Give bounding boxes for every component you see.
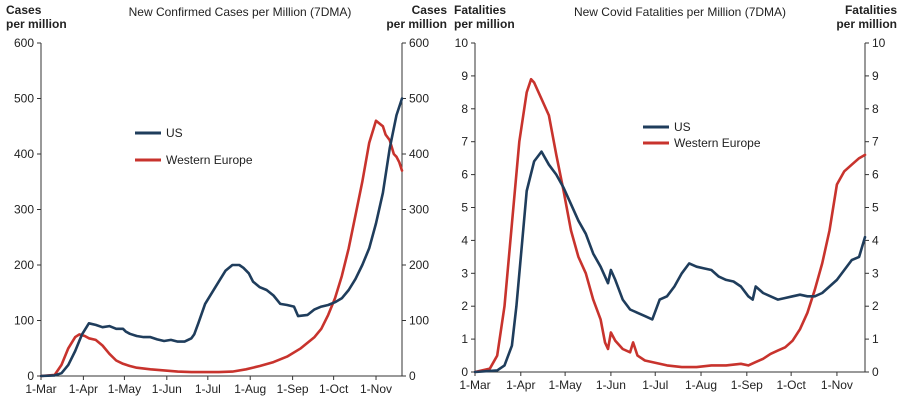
fatalities-legend-we-label: Western Europe xyxy=(674,136,761,150)
cases-right-y-tick-label: 300 xyxy=(409,203,429,217)
fatalities-left-y-tick-label: 0 xyxy=(461,365,468,379)
cases-right-y-tick-label: 400 xyxy=(409,147,429,161)
cases-marks: 0 0 100 100 200 200 300 300 400 400 500 500 600 600 1-… xyxy=(14,36,429,396)
fatalities-left-axis-label-line2: per million xyxy=(454,17,515,31)
fatalities-left-y-tick-label: 1 xyxy=(461,332,468,346)
fatalities-right-axis-label-line1: Fatalities xyxy=(845,3,897,17)
fatalities-x-tick-label: 1-Aug xyxy=(685,378,717,392)
cases-x-tick-label: 1-Jun xyxy=(152,382,182,396)
fatalities-right-y-tick-label: 0 xyxy=(872,365,879,379)
cases-left-axis-label-line2: per million xyxy=(6,17,67,31)
cases-right-axis-label-line1: Cases xyxy=(412,3,448,17)
fatalities-right-axis-label-line2: per million xyxy=(836,17,897,31)
cases-right-y-tick-label: 0 xyxy=(409,369,416,383)
fatalities-legend: US Western Europe xyxy=(643,120,761,150)
cases-left-y-tick-label: 200 xyxy=(14,258,34,272)
fatalities-x-tick-label: 1-Nov xyxy=(821,378,853,392)
fatalities-right-y-tick-label: 8 xyxy=(872,102,879,116)
cases-legend-we-label: Western Europe xyxy=(166,153,253,167)
fatalities-x-tick-label: 1-Sep xyxy=(731,378,763,392)
cases-left-axis-label-line1: Cases xyxy=(6,3,42,17)
fatalities-left-y-tick-label: 9 xyxy=(461,69,468,83)
fatalities-chart-panel: New Covid Fatalities per Million (7DMA) … xyxy=(454,3,897,392)
fatalities-right-y-tick-label: 2 xyxy=(872,299,879,313)
fatalities-right-y-tick-label: 10 xyxy=(872,36,886,50)
fatalities-left-y-tick-label: 7 xyxy=(461,135,468,149)
cases-right-y-tick-label: 200 xyxy=(409,258,429,272)
cases-left-y-tick-label: 100 xyxy=(14,314,34,328)
cases-series-line-us xyxy=(39,97,404,378)
fatalities-right-y-tick-label: 6 xyxy=(872,168,879,182)
cases-chart-title: New Confirmed Cases per Million (7DMA) xyxy=(129,5,352,19)
fatalities-left-y-tick-label: 5 xyxy=(461,201,468,215)
cases-x-tick-label: 1-Mar xyxy=(25,382,56,396)
fatalities-right-y-tick-label: 1 xyxy=(872,332,879,346)
cases-left-y-tick-label: 600 xyxy=(14,36,34,50)
fatalities-chart-title: New Covid Fatalities per Million (7DMA) xyxy=(574,5,786,19)
fatalities-left-y-tick-label: 2 xyxy=(461,299,468,313)
cases-legend-us-label: US xyxy=(166,126,183,140)
cases-left-y-tick-label: 500 xyxy=(14,92,34,106)
fatalities-left-y-tick-label: 10 xyxy=(455,36,469,50)
cases-legend: US Western Europe xyxy=(135,126,253,167)
fatalities-left-y-tick-label: 6 xyxy=(461,168,468,182)
fatalities-left-y-tick-label: 8 xyxy=(461,102,468,116)
cases-x-tick-label: 1-May xyxy=(108,382,141,396)
fatalities-marks: 0 0 1 1 2 2 3 3 4 4 5 5 6 6 7 7 8 8 9 9 10 10 1-Mar 1-Apr 1-May 1… xyxy=(455,36,886,392)
cases-left-y-tick-label: 300 xyxy=(14,203,34,217)
cases-x-tick-label: 1-Oct xyxy=(319,382,349,396)
cases-left-y-tick-label: 400 xyxy=(14,147,34,161)
cases-right-y-tick-label: 500 xyxy=(409,92,429,106)
fatalities-right-y-tick-label: 4 xyxy=(872,233,879,247)
fatalities-right-y-tick-label: 7 xyxy=(872,135,879,149)
fatalities-series-line-us xyxy=(473,150,867,374)
fatalities-x-tick-label: 1-Apr xyxy=(506,378,535,392)
fatalities-left-axis-label-line1: Fatalities xyxy=(454,3,506,17)
cases-x-tick-label: 1-Apr xyxy=(69,382,98,396)
fatalities-x-tick-label: 1-Oct xyxy=(776,378,806,392)
cases-x-tick-label: 1-Sep xyxy=(277,382,309,396)
fatalities-right-y-tick-label: 5 xyxy=(872,201,879,215)
cases-left-y-tick-label: 0 xyxy=(27,369,34,383)
fatalities-x-tick-label: 1-May xyxy=(548,378,581,392)
fatalities-legend-us-label: US xyxy=(674,120,691,134)
cases-chart-panel: New Confirmed Cases per Million (7DMA) C… xyxy=(6,3,447,396)
cases-right-y-tick-label: 100 xyxy=(409,314,429,328)
fatalities-series-line-western-europe xyxy=(473,77,867,374)
cases-x-tick-label: 1-Aug xyxy=(234,382,266,396)
fatalities-right-y-tick-label: 9 xyxy=(872,69,879,83)
fatalities-left-y-tick-label: 4 xyxy=(461,233,468,247)
cases-right-axis-label-line2: per million xyxy=(386,17,447,31)
fatalities-x-tick-label: 1-Jul xyxy=(642,378,668,392)
fatalities-right-y-tick-label: 3 xyxy=(872,266,879,280)
fatalities-left-y-tick-label: 3 xyxy=(461,266,468,280)
fatalities-x-tick-label: 1-Jun xyxy=(596,378,626,392)
cases-right-y-tick-label: 600 xyxy=(409,36,429,50)
fatalities-x-tick-label: 1-Mar xyxy=(459,378,490,392)
cases-x-tick-label: 1-Nov xyxy=(360,382,392,396)
cases-series-line-western-europe xyxy=(39,119,404,378)
cases-x-tick-label: 1-Jul xyxy=(195,382,221,396)
